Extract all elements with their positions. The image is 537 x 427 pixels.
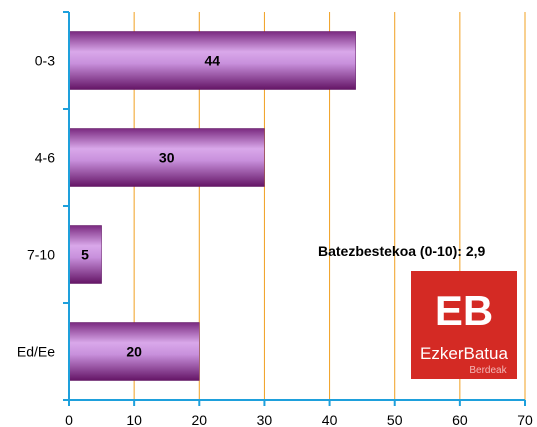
bar bbox=[68, 322, 200, 381]
bar bbox=[68, 225, 102, 284]
x-tick-label: 70 bbox=[517, 412, 533, 427]
data-label: 5 bbox=[81, 247, 89, 263]
data-label: 20 bbox=[126, 344, 142, 360]
x-tick-label: 40 bbox=[322, 412, 338, 427]
average-annotation: Batezbestekoa (0-10): 2,9 bbox=[318, 243, 486, 259]
logo-initials: EB bbox=[435, 287, 493, 334]
x-tick-label: 10 bbox=[126, 412, 142, 427]
logo-subtitle: Berdeak bbox=[469, 365, 507, 376]
logo-name: EzkerBatua bbox=[420, 344, 508, 363]
category-label: 7-10 bbox=[27, 247, 55, 263]
category-label: 4-6 bbox=[35, 150, 55, 166]
bars bbox=[68, 31, 356, 381]
bar bbox=[68, 128, 265, 187]
data-label: 30 bbox=[159, 150, 175, 166]
x-tick-label: 20 bbox=[191, 412, 207, 427]
category-label: 0-3 bbox=[35, 53, 55, 69]
ezkerbatua-logo: EB EzkerBatua Berdeak bbox=[411, 271, 517, 379]
axes bbox=[63, 11, 526, 406]
x-tick-label: 50 bbox=[387, 412, 403, 427]
labels: 0 10 20 30 40 50 60 70 44 0-3 30 4-6 5 7-10 20 Ed/Ee bbox=[17, 53, 533, 427]
x-tick-label: 0 bbox=[65, 412, 73, 427]
logo-background bbox=[411, 271, 517, 379]
data-label: 44 bbox=[205, 53, 221, 69]
x-tick-label: 60 bbox=[452, 412, 468, 427]
category-label: Ed/Ee bbox=[17, 344, 55, 360]
bar bbox=[68, 31, 356, 90]
x-tick-label: 30 bbox=[257, 412, 273, 427]
